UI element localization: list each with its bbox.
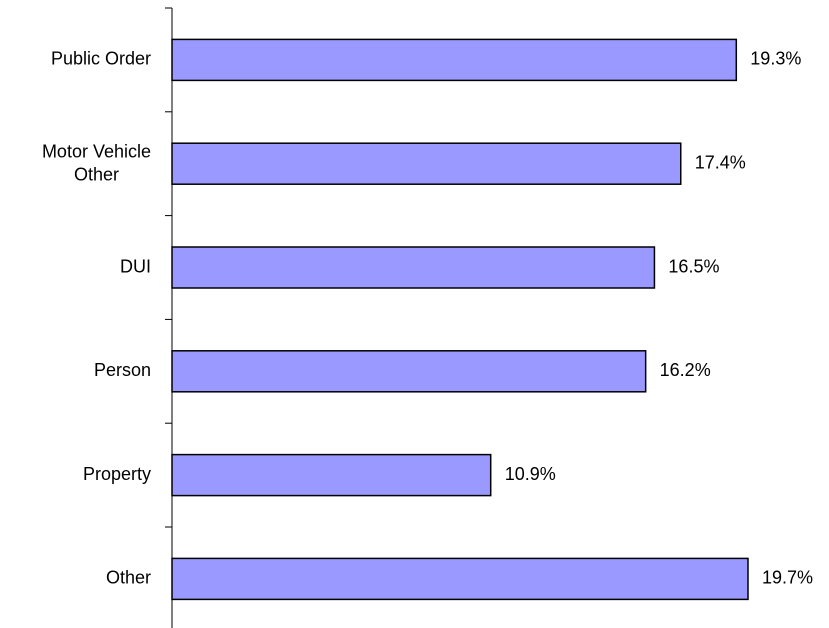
value-label: 19.3%: [750, 49, 801, 69]
category-label: Other: [106, 568, 151, 588]
value-label: 16.2%: [660, 360, 711, 380]
bar: [171, 453, 492, 497]
value-label: 16.5%: [668, 256, 719, 276]
value-label: 10.9%: [505, 464, 556, 484]
category-label: Motor Vehicle Other: [42, 141, 151, 184]
value-label: 17.4%: [695, 152, 746, 172]
bar: [171, 246, 656, 289]
value-label: 19.7%: [762, 568, 813, 588]
bar: [171, 38, 738, 82]
category-label: Public Order: [51, 49, 151, 69]
category-label: Person: [94, 360, 151, 380]
category-label: Property: [83, 464, 151, 484]
category-label: DUI: [120, 256, 151, 276]
bar: [171, 350, 647, 393]
bar: [171, 557, 749, 601]
bar: [171, 142, 682, 185]
